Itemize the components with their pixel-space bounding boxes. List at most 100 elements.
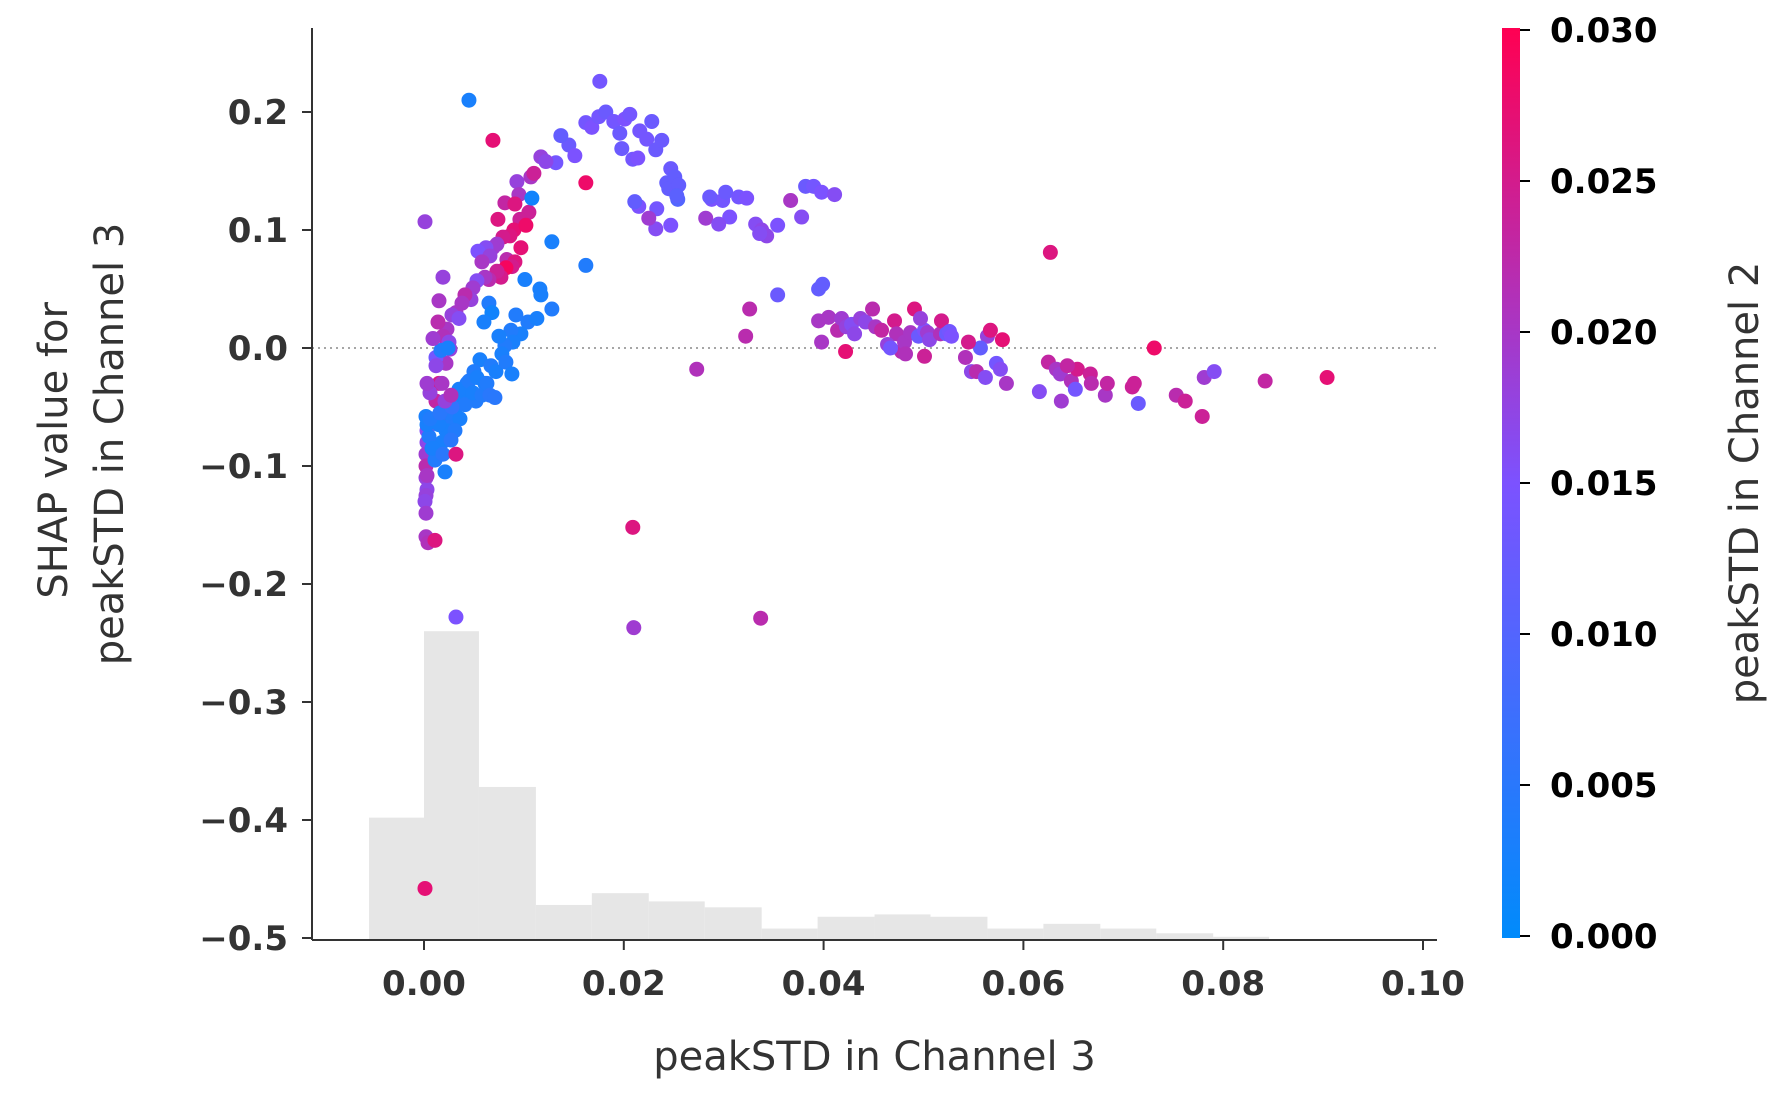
data-point xyxy=(1319,370,1335,385)
y-axis-label-line-2: peakSTD in Channel 3 xyxy=(87,223,133,666)
data-point xyxy=(738,328,754,344)
data-point xyxy=(625,519,641,535)
data-point xyxy=(1031,384,1047,400)
data-point xyxy=(479,375,495,391)
data-point xyxy=(1097,387,1113,403)
colorbar-tick-label: 0.010 xyxy=(1550,615,1658,655)
data-point xyxy=(526,165,542,181)
colorbar-tick-label: 0.015 xyxy=(1550,464,1658,504)
data-point xyxy=(437,464,453,480)
data-point xyxy=(1067,381,1083,397)
y-tick-label: −0.2 xyxy=(199,565,288,605)
histogram-bar xyxy=(535,904,592,940)
histogram-bar xyxy=(704,907,762,940)
histogram-bar xyxy=(874,914,931,940)
data-point xyxy=(457,397,473,413)
data-point xyxy=(488,364,504,380)
y-tick-label: −0.3 xyxy=(199,683,288,723)
data-point xyxy=(994,332,1010,348)
data-point xyxy=(1099,375,1115,391)
data-point xyxy=(992,361,1008,377)
colorbar-tick-label: 0.005 xyxy=(1550,766,1658,806)
data-point xyxy=(1177,393,1193,409)
data-point xyxy=(874,322,890,338)
x-axis-label: peakSTD in Channel 3 xyxy=(653,1034,1096,1080)
scatter-points xyxy=(417,73,1335,896)
data-point xyxy=(1146,340,1162,356)
data-point xyxy=(485,132,501,148)
data-point xyxy=(498,354,514,370)
data-point xyxy=(507,196,523,212)
x-tick-label: 0.08 xyxy=(1181,964,1265,1004)
data-point xyxy=(533,287,549,303)
data-point xyxy=(898,346,914,362)
data-point xyxy=(742,301,758,317)
histogram xyxy=(369,631,1327,940)
data-point xyxy=(1053,393,1069,409)
histogram-bar xyxy=(1156,933,1214,940)
data-point xyxy=(518,217,534,233)
data-point xyxy=(440,340,456,356)
data-point xyxy=(943,328,959,344)
data-point xyxy=(474,254,490,270)
data-point xyxy=(612,125,628,141)
data-point xyxy=(722,209,738,225)
data-point xyxy=(814,184,830,200)
data-point xyxy=(702,189,718,205)
histogram-bar xyxy=(987,928,1044,940)
data-point xyxy=(417,880,433,896)
data-point xyxy=(434,375,450,391)
data-point xyxy=(553,128,569,144)
data-point xyxy=(509,174,525,190)
data-point xyxy=(669,188,685,204)
x-tick-label: 0.10 xyxy=(1381,964,1465,1004)
y-tick-label: −0.4 xyxy=(199,801,288,841)
data-point xyxy=(544,234,560,250)
data-point xyxy=(504,366,520,382)
data-point xyxy=(419,375,435,391)
data-point xyxy=(641,210,657,226)
histogram-bar xyxy=(1100,928,1157,940)
data-point xyxy=(461,92,477,108)
data-point xyxy=(472,352,488,368)
data-point xyxy=(614,141,630,157)
data-point xyxy=(977,370,993,385)
data-point xyxy=(1194,408,1210,424)
data-point xyxy=(487,390,503,406)
data-point xyxy=(567,148,583,164)
data-point xyxy=(711,216,727,232)
data-point xyxy=(972,340,988,356)
data-point xyxy=(916,348,932,364)
data-point xyxy=(431,293,447,309)
data-point xyxy=(513,240,529,256)
data-point xyxy=(517,272,533,288)
data-point xyxy=(752,226,768,242)
data-point xyxy=(630,150,646,166)
y-tick-label: −0.1 xyxy=(199,447,288,487)
histogram-bar xyxy=(424,631,479,940)
data-point xyxy=(644,113,660,129)
data-point xyxy=(1126,375,1142,391)
data-point xyxy=(529,311,545,326)
x-axis-ticks: 0.00 0.02 0.04 0.06 0.08 0.10 xyxy=(382,940,1465,1004)
data-point xyxy=(417,214,433,230)
data-point xyxy=(451,311,467,326)
histogram-bar xyxy=(591,893,649,940)
histogram-bar xyxy=(1043,923,1101,940)
y-tick-label: 0.2 xyxy=(228,93,288,133)
data-point xyxy=(794,209,810,225)
data-point xyxy=(578,257,594,273)
data-point xyxy=(427,532,443,548)
data-point xyxy=(626,620,642,636)
y-tick-label: −0.5 xyxy=(199,919,288,959)
data-point xyxy=(578,175,594,191)
data-point xyxy=(883,340,899,356)
colorbar-tick-label: 0.020 xyxy=(1550,313,1658,353)
data-point xyxy=(435,269,451,285)
data-point xyxy=(524,190,540,206)
data-point xyxy=(865,301,881,317)
data-point xyxy=(490,211,506,227)
x-tick-label: 0.02 xyxy=(582,964,666,1004)
x-tick-label: 0.04 xyxy=(782,964,866,1004)
data-point xyxy=(957,349,973,365)
